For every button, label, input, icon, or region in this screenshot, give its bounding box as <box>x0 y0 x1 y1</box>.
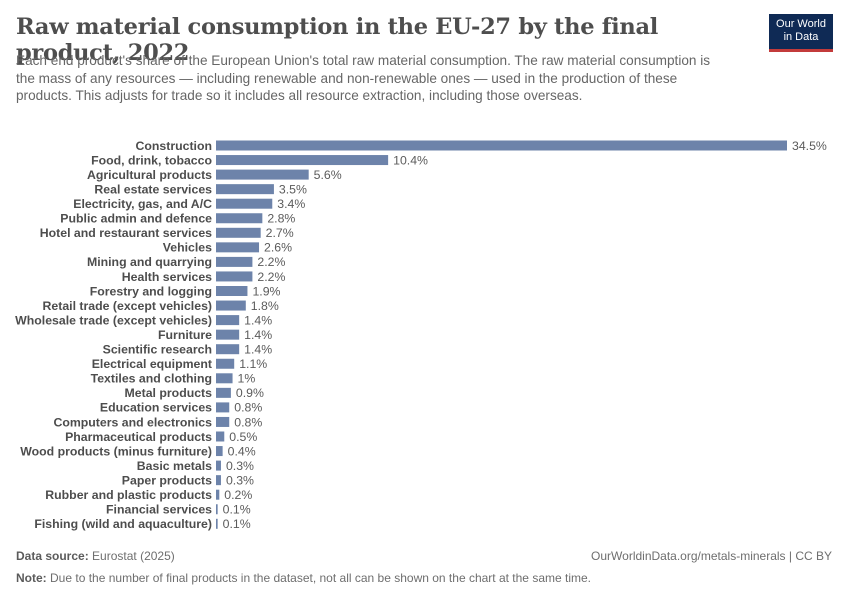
bar[interactable] <box>216 169 309 180</box>
note-text: Due to the number of final products in t… <box>50 571 591 585</box>
owid-logo[interactable]: Our World in Data <box>769 14 833 52</box>
bar[interactable] <box>216 184 274 195</box>
bar[interactable] <box>216 198 273 209</box>
value-label: 0.1% <box>223 517 251 531</box>
bar[interactable] <box>216 213 263 224</box>
category-label: Retail trade (except vehicles) <box>43 299 213 313</box>
value-label: 2.8% <box>267 212 295 226</box>
value-label: 3.5% <box>279 182 307 196</box>
value-label: 1% <box>238 372 256 386</box>
value-label: 0.8% <box>234 415 262 429</box>
bar[interactable] <box>216 315 240 326</box>
bar[interactable] <box>216 431 225 442</box>
category-label: Rubber and plastic products <box>45 488 212 502</box>
bar[interactable] <box>216 475 221 486</box>
bar[interactable] <box>216 140 787 151</box>
bar[interactable] <box>216 518 218 529</box>
value-label: 34.5% <box>792 139 827 153</box>
bar[interactable] <box>216 373 233 384</box>
value-label: 0.9% <box>236 386 264 400</box>
category-label: Scientific research <box>103 343 212 357</box>
value-label: 1.4% <box>244 343 272 357</box>
bar[interactable] <box>216 460 221 471</box>
logo-line-1: Our World <box>776 18 826 30</box>
category-label: Vehicles <box>163 241 212 255</box>
category-label: Electrical equipment <box>92 357 212 371</box>
bar[interactable] <box>216 256 253 267</box>
value-label: 0.5% <box>229 430 257 444</box>
category-label: Real estate services <box>94 182 212 196</box>
source-url[interactable]: OurWorldinData.org/metals-minerals | CC … <box>591 549 832 563</box>
value-label: 5.6% <box>314 168 342 182</box>
bar[interactable] <box>216 227 261 238</box>
value-label: 0.3% <box>226 459 254 473</box>
bar[interactable] <box>216 329 240 340</box>
value-label: 2.7% <box>266 226 294 240</box>
value-label: 1.4% <box>244 328 272 342</box>
chart-note: Note: Due to the number of final product… <box>16 571 591 585</box>
category-label: Forestry and logging <box>90 284 212 298</box>
bar[interactable] <box>216 446 223 457</box>
bar[interactable] <box>216 402 230 413</box>
value-label: 10.4% <box>393 153 428 167</box>
value-label: 2.2% <box>257 270 285 284</box>
logo-line-2: in Data <box>783 31 819 43</box>
category-label: Fishing (wild and aquaculture) <box>34 517 212 531</box>
category-label: Public admin and defence <box>60 212 212 226</box>
category-label: Electricity, gas, and A/C <box>73 197 212 211</box>
category-label: Wholesale trade (except vehicles) <box>15 313 212 327</box>
value-label: 2.2% <box>257 255 285 269</box>
bar[interactable] <box>216 504 218 515</box>
value-label: 0.4% <box>228 444 256 458</box>
category-label: Construction <box>135 139 212 153</box>
note-label: Note: <box>16 571 47 585</box>
bar[interactable] <box>216 242 260 253</box>
bar[interactable] <box>216 358 235 369</box>
category-label: Financial services <box>106 503 212 517</box>
value-label: 1.9% <box>252 284 280 298</box>
bar[interactable] <box>216 416 230 427</box>
category-label: Health services <box>122 270 212 284</box>
category-label: Computers and electronics <box>53 415 212 429</box>
bar[interactable] <box>216 344 240 355</box>
value-label: 1.4% <box>244 313 272 327</box>
chart-subtitle: Each end product's share of the European… <box>16 53 711 103</box>
value-label: 0.2% <box>224 488 252 502</box>
value-label: 0.8% <box>234 401 262 415</box>
category-label: Wood products (minus furniture) <box>20 444 212 458</box>
bar[interactable] <box>216 286 248 296</box>
chart-title: Raw material consumption in the EU-27 by… <box>16 14 658 66</box>
value-label: 3.4% <box>277 197 305 211</box>
category-label: Agricultural products <box>87 168 212 182</box>
bar[interactable] <box>216 155 389 166</box>
bar-chart: Construction 34.5% Food, drink, tobacco 10.… <box>15 139 827 531</box>
bar[interactable] <box>216 271 253 282</box>
bar[interactable] <box>216 489 220 500</box>
data-source-text[interactable]: Eurostat (2025) <box>92 549 175 563</box>
data-source-label: Data source: <box>16 549 89 563</box>
category-label: Basic metals <box>137 459 212 473</box>
value-label: 2.6% <box>264 241 292 255</box>
category-label: Metal products <box>125 386 213 400</box>
category-label: Mining and quarrying <box>87 255 212 269</box>
category-label: Furniture <box>158 328 212 342</box>
category-label: Food, drink, tobacco <box>91 153 212 167</box>
value-label: 0.3% <box>226 473 254 487</box>
value-label: 0.1% <box>223 503 251 517</box>
category-label: Hotel and restaurant services <box>40 226 212 240</box>
category-label: Textiles and clothing <box>91 372 212 386</box>
category-label: Pharmaceutical products <box>65 430 212 444</box>
data-source: Data source: Eurostat (2025) <box>16 549 175 563</box>
category-label: Education services <box>100 401 212 415</box>
value-label: 1.1% <box>239 357 267 371</box>
bar[interactable] <box>216 300 246 311</box>
value-label: 1.8% <box>251 299 279 313</box>
category-label: Paper products <box>122 473 212 487</box>
bar[interactable] <box>216 387 231 398</box>
